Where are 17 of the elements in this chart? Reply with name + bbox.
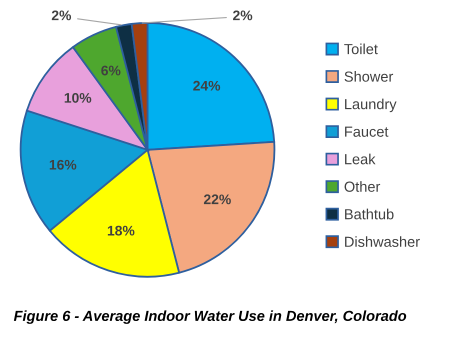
- legend-label: Leak: [345, 154, 376, 164]
- legend-label: Shower: [344, 71, 394, 82]
- data-label: 24%: [193, 80, 220, 91]
- data-label: 16%: [50, 160, 76, 170]
- text: Figure 6 - Average Indoor Water Use in Denver, Colorado: [14, 310, 406, 324]
- data-label: 22%: [204, 194, 231, 204]
- legend-label: Other: [344, 181, 380, 192]
- data-label: 2%: [233, 10, 252, 20]
- data-label: 6%: [101, 66, 120, 76]
- legend-label: Laundry: [345, 98, 397, 112]
- legend-label: Bathtub: [345, 208, 394, 220]
- data-label: 2%: [52, 10, 72, 20]
- legend-label: Faucet: [345, 126, 388, 137]
- legend-label: Toilet: [344, 44, 378, 54]
- data-label: 10%: [64, 92, 92, 103]
- legend-label: Dishwasher: [345, 236, 420, 247]
- data-label: 18%: [108, 226, 134, 236]
